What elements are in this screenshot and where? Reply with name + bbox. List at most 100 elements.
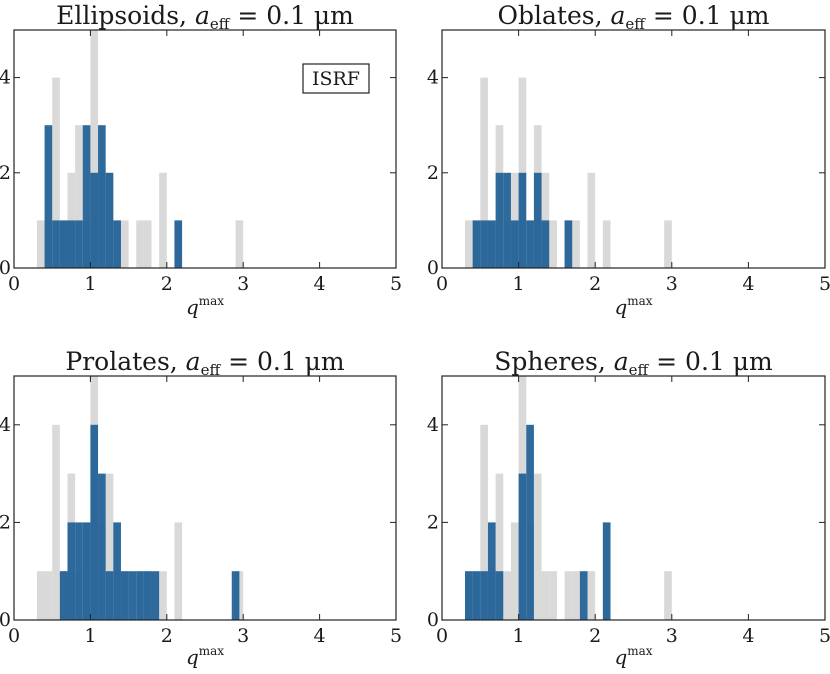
bar-isrf-8 [533, 172, 542, 268]
panel-oblates: Oblates, aeff = 0.1 μm 0 1 2 3 4 5 0 2 4 qmax [427, 1, 830, 319]
panel-ellipsoids: Ellipsoids, aeff = 0.1 μm 0 1 2 3 4 5 0 2 4 qmax IS… [0, 1, 402, 319]
x-tick-label: 0 [436, 625, 448, 647]
bar-background-6 [510, 522, 519, 620]
title-var: a [611, 1, 626, 30]
bar-isrf-9 [541, 220, 550, 268]
series-isrf [472, 172, 573, 268]
bar-background-13 [572, 571, 580, 620]
title-tail: = 0.1 μm [645, 1, 770, 30]
x-axis-label-var: q [614, 295, 627, 319]
bar-isrf-2 [75, 522, 83, 620]
plot-frame [441, 375, 826, 621]
plot-frame [13, 29, 397, 269]
title-sub: eff [629, 361, 650, 379]
bar-isrf-7 [98, 125, 106, 268]
bar-background-9 [533, 473, 542, 620]
bar-isrf-8 [602, 522, 611, 620]
x-tick-label: 3 [237, 273, 249, 295]
y-tick-label: 0 [427, 609, 439, 631]
bar-isrf-5 [518, 473, 527, 620]
title-tail: = 0.1 μm [648, 347, 773, 376]
x-axis-label-sup: max [627, 294, 653, 308]
bar-isrf-2 [487, 220, 496, 268]
y-tick-label: 0 [0, 257, 11, 279]
series-isrf [59, 424, 240, 620]
bar-background-2 [52, 424, 60, 620]
x-axis-label-sup: max [627, 644, 653, 658]
bar-background-10 [541, 571, 550, 620]
bar-background-15 [174, 522, 183, 620]
plot-frame [441, 29, 826, 269]
x-axis-label: qmax [614, 644, 652, 669]
x-tick-label: 5 [819, 625, 830, 647]
bar-background-16 [664, 571, 672, 620]
bar-isrf-7 [579, 571, 588, 620]
bar-isrf-10 [174, 220, 183, 268]
bar-isrf-7 [113, 522, 121, 620]
bar-background-0 [36, 571, 45, 620]
panel-title: Oblates, aeff = 0.1 μm [498, 1, 770, 33]
bar-background-12 [564, 571, 573, 620]
x-axis-label-var: q [186, 295, 199, 319]
bar-background-11 [549, 220, 557, 268]
title-text: Spheres, [494, 347, 614, 376]
bar-isrf-13 [231, 571, 240, 620]
x-axis-label-var: q [614, 645, 627, 669]
bar-isrf-6 [105, 571, 114, 620]
bar-background-15 [602, 220, 611, 268]
y-tick-label: 2 [427, 511, 439, 533]
bar-background-13 [572, 220, 580, 268]
bar-isrf-1 [67, 522, 76, 620]
bar-background-9 [105, 473, 114, 620]
bar-isrf-3 [495, 172, 504, 268]
bar-isrf-1 [52, 220, 60, 268]
bar-isrf-7 [526, 220, 534, 268]
y-tick-label: 4 [427, 414, 439, 436]
bar-isrf-2 [480, 571, 488, 620]
x-tick-label: 2 [161, 625, 173, 647]
bar-background-13 [143, 220, 152, 268]
bar-isrf-10 [564, 220, 573, 268]
bar-isrf-1 [480, 220, 488, 268]
x-axis-label: qmax [186, 294, 224, 319]
bar-isrf-3 [82, 522, 91, 620]
bar-isrf-9 [128, 571, 137, 620]
x-tick-label: 0 [436, 273, 448, 295]
title-text: Oblates, [498, 1, 611, 30]
bar-background-2 [480, 77, 488, 268]
bar-isrf-0 [44, 125, 53, 268]
bar-isrf-5 [510, 220, 519, 268]
x-tick-label: 2 [589, 273, 601, 295]
bar-isrf-6 [90, 172, 99, 268]
legend: ISRF [302, 63, 370, 94]
bar-background-14 [587, 172, 596, 268]
bar-background-7 [90, 30, 99, 268]
title-tail: = 0.1 μm [229, 1, 354, 30]
bar-background-2 [480, 424, 488, 620]
x-tick-label: 5 [390, 273, 402, 295]
bar-background-0 [464, 220, 473, 268]
bar-isrf-0 [472, 220, 481, 268]
panel-title: Spheres, aeff = 0.1 μm [494, 347, 773, 379]
bar-isrf-2 [59, 220, 68, 268]
bar-isrf-4 [495, 571, 504, 620]
panel-title: Ellipsoids, aeff = 0.1 μm [56, 1, 354, 33]
y-tick-label: 4 [0, 67, 11, 89]
title-var: a [195, 1, 210, 30]
x-tick-label: 5 [390, 625, 402, 647]
bar-isrf-0 [464, 571, 473, 620]
y-tick-label: 2 [427, 162, 439, 184]
panel-title: Prolates, aeff = 0.1 μm [65, 347, 345, 379]
bar-isrf-9 [113, 220, 121, 268]
bar-background-11 [549, 571, 557, 620]
x-tick-label: 1 [84, 625, 96, 647]
x-tick-label: 4 [742, 625, 754, 647]
bar-background-11 [120, 220, 129, 268]
x-tick-label: 1 [84, 273, 96, 295]
title-sub: eff [201, 361, 222, 379]
legend-box [302, 63, 370, 94]
bar-isrf-1 [472, 571, 481, 620]
x-tick-label: 0 [8, 273, 20, 295]
panel-prolates: Prolates, aeff = 0.1 μm 0 1 2 3 4 5 0 2 4 qmax [0, 347, 402, 669]
